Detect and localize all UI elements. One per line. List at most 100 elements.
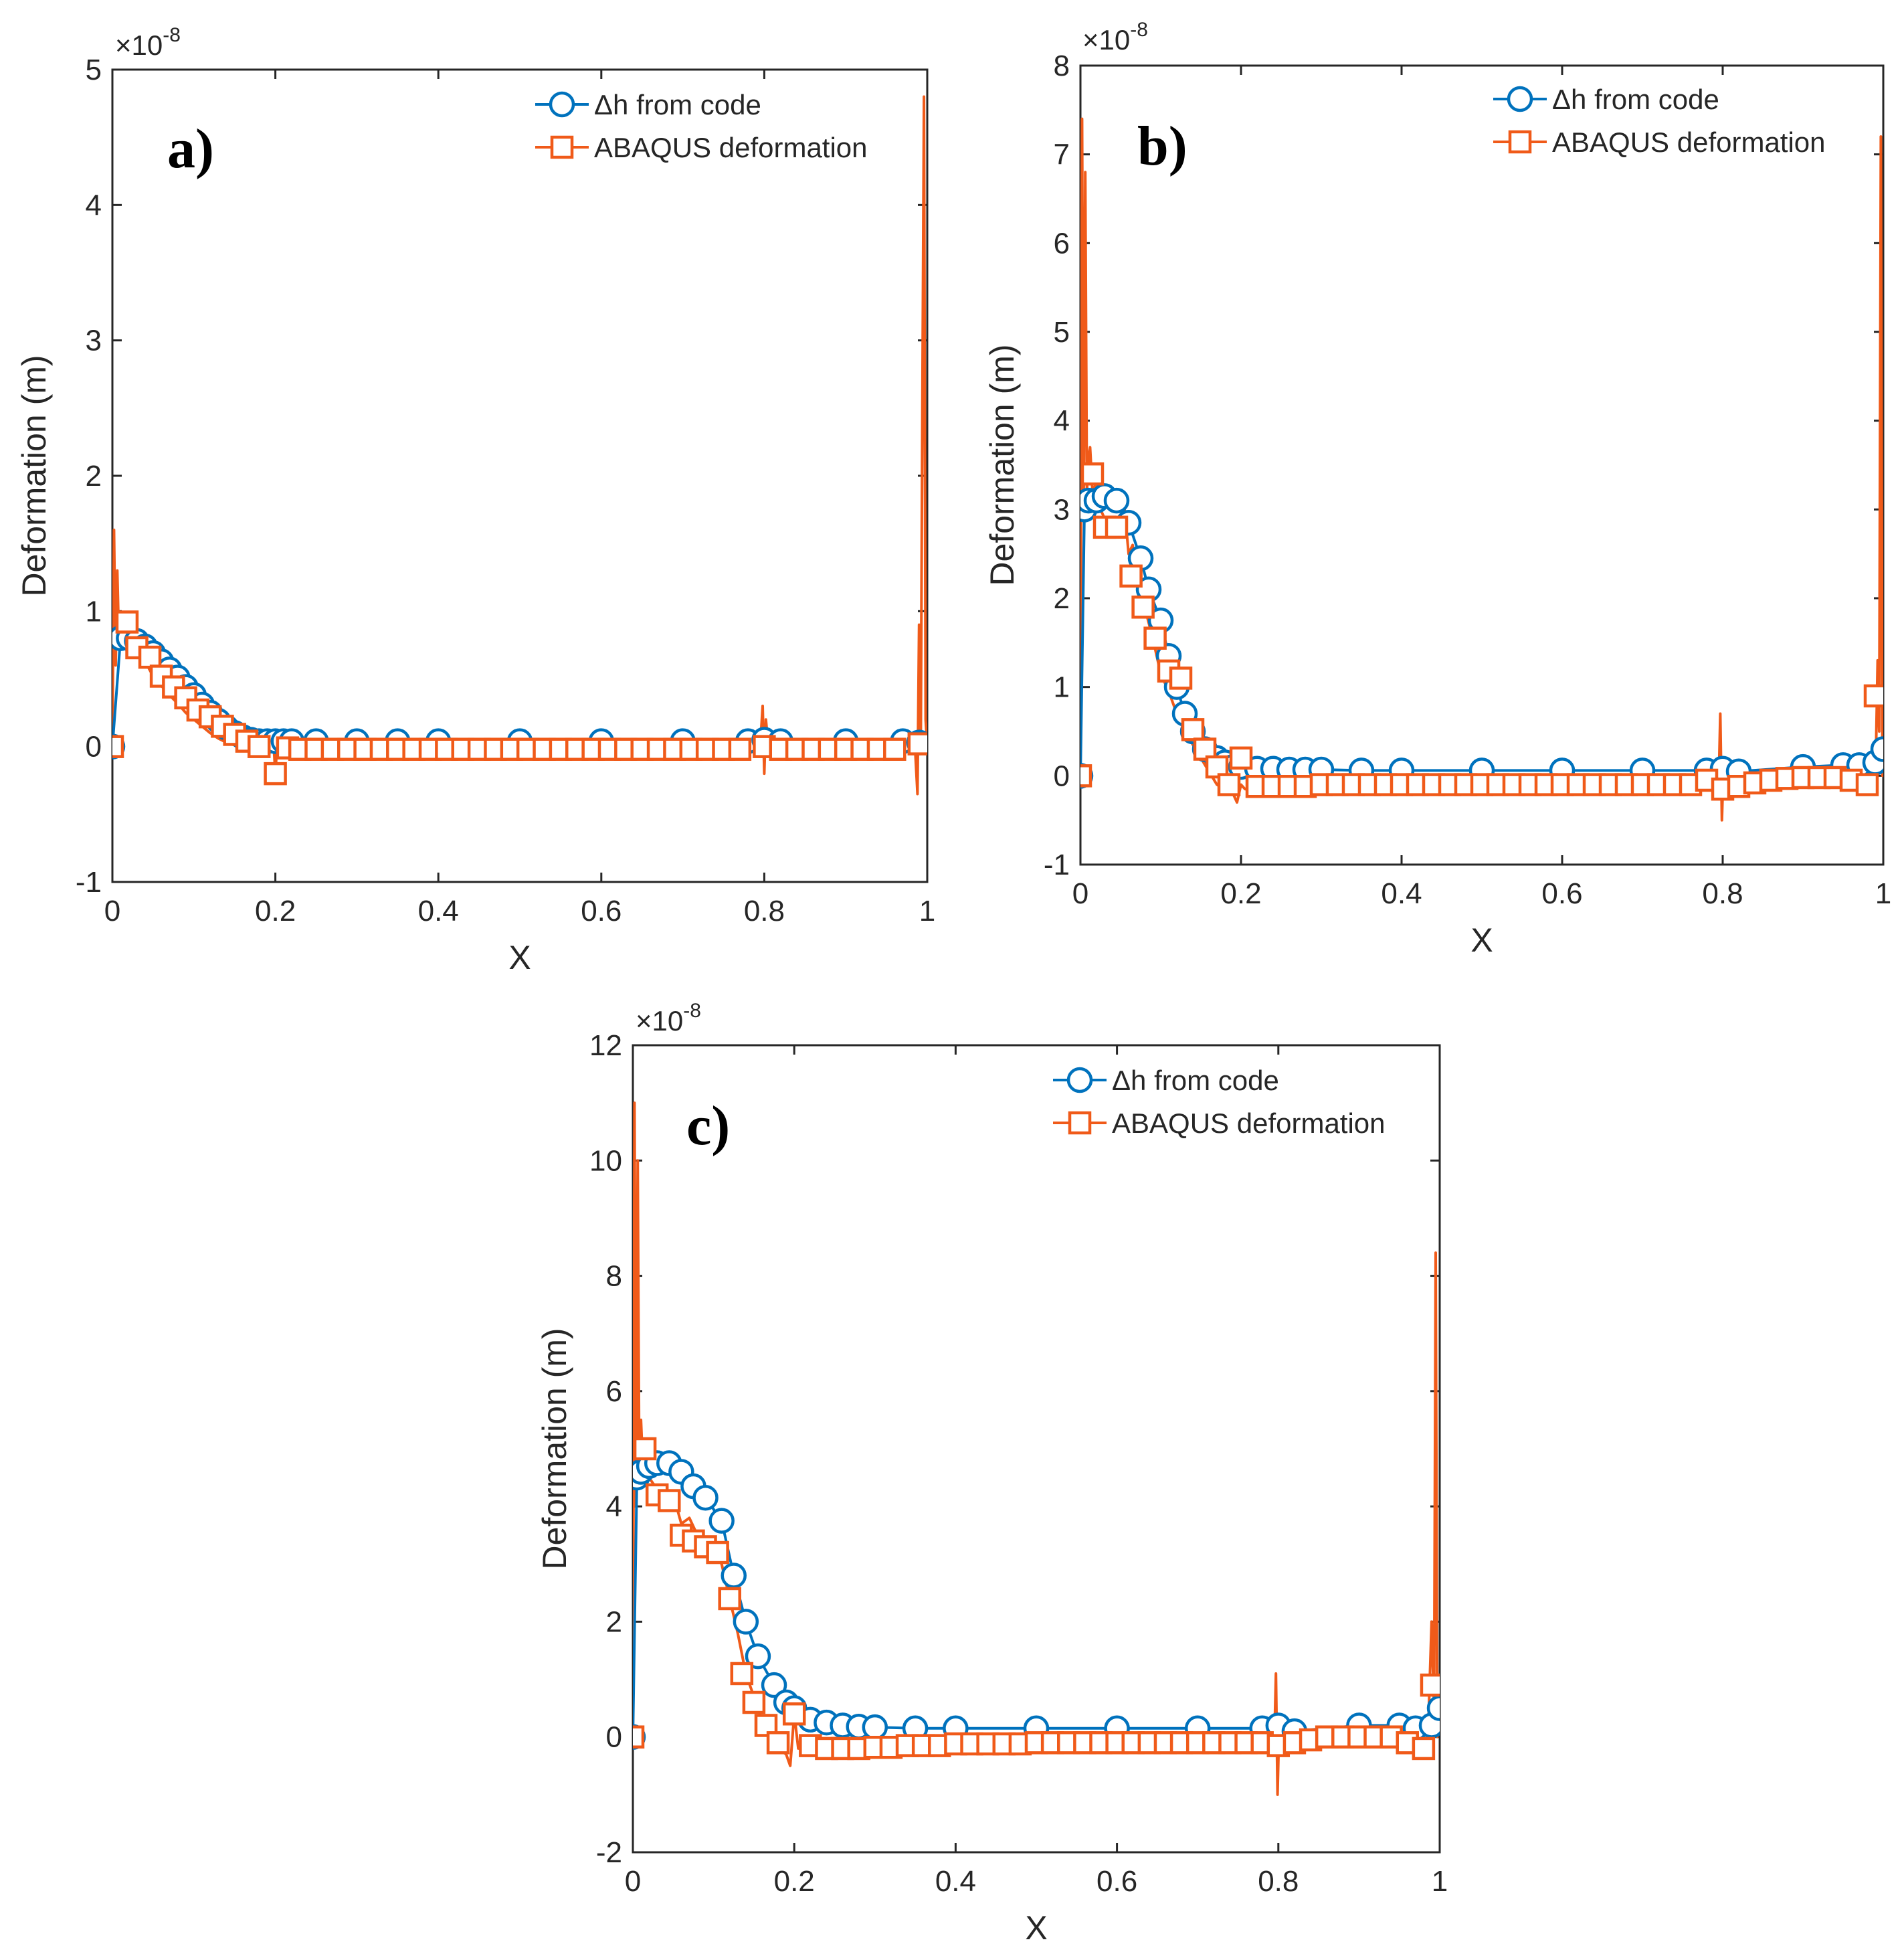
y-tick-label: 3 (86, 325, 102, 357)
data-point-abaqus (1131, 596, 1155, 619)
y-tick-label: 5 (86, 54, 102, 86)
y-tick-label: 4 (86, 189, 102, 221)
axis-multiplier-base: ×10 (1082, 24, 1130, 56)
x-tick-label: 1 (1432, 1865, 1448, 1898)
axis-multiplier-exponent: -8 (683, 1000, 701, 1022)
x-tick-label: 0 (1072, 877, 1088, 910)
y-tick-label: 8 (1054, 50, 1070, 82)
data-point-abaqus (1217, 773, 1241, 796)
x-tick-label: 0.4 (418, 895, 459, 927)
data-point-abaqus (1181, 718, 1205, 741)
x-tick-label: 0.8 (1258, 1865, 1299, 1898)
y-tick-label: -1 (76, 866, 102, 899)
data-point-abaqus (728, 737, 752, 761)
data-point-code (862, 1714, 888, 1741)
x-tick-label: 0 (625, 1865, 641, 1898)
legend-label-code: Δh from code (1112, 1065, 1279, 1096)
x-tick-label: 0.4 (1381, 877, 1422, 910)
x-tick-label: 0 (104, 895, 120, 927)
legend-swatch-abaqus-marker (1068, 1111, 1092, 1135)
y-tick-label: 3 (1054, 493, 1070, 526)
legend: Δh from code ABAQUS deformation (535, 89, 868, 163)
data-point-abaqus (1420, 1673, 1440, 1697)
data-point-abaqus (706, 1540, 729, 1565)
data-point-abaqus (1080, 764, 1092, 788)
data-point-code (745, 1643, 771, 1670)
axis-multiplier: ×10-8 (636, 1000, 701, 1037)
legend: Δh from code ABAQUS deformation (1053, 1065, 1386, 1139)
data-point-abaqus (754, 1714, 778, 1737)
data-point-abaqus (633, 1437, 657, 1461)
y-tick-label: 4 (606, 1490, 622, 1523)
legend: Δh from code ABAQUS deformation (1493, 84, 1826, 158)
data-point-code (733, 1609, 759, 1635)
data-point-abaqus (1105, 515, 1129, 539)
y-tick-label: 0 (606, 1721, 622, 1754)
x-tick-label: 1 (919, 895, 935, 927)
legend-swatch-code-marker (1507, 86, 1533, 112)
panel-label: c) (686, 1095, 730, 1157)
y-tick-label: 0 (86, 731, 102, 764)
data-point-abaqus (1229, 746, 1253, 770)
data-point-abaqus (247, 735, 271, 758)
data-point-abaqus (264, 762, 287, 786)
x-tick-label: 0.2 (1220, 877, 1261, 910)
data-point-code (692, 1484, 719, 1511)
x-axis-label: X (1025, 1909, 1047, 1947)
data-point-abaqus (633, 1725, 645, 1749)
x-tick-label: 1 (1875, 877, 1891, 910)
data-point-code (1103, 487, 1130, 514)
x-tick-label: 0.8 (744, 895, 785, 927)
y-tick-label: 2 (606, 1605, 622, 1638)
legend-label-abaqus: ABAQUS deformation (594, 132, 868, 163)
axis-multiplier-exponent: -8 (163, 24, 181, 46)
y-tick-label: 6 (1054, 227, 1070, 260)
data-point-abaqus (1080, 462, 1105, 486)
data-point-abaqus (138, 645, 162, 669)
data-point-code (761, 1672, 787, 1698)
axis-multiplier: ×10-8 (115, 24, 181, 61)
data-point-code (708, 1508, 735, 1534)
x-tick-label: 0.4 (935, 1865, 976, 1898)
y-tick-label: 10 (589, 1144, 622, 1177)
y-tick-label: 12 (589, 1029, 622, 1062)
y-axis-label: Deformation (m) (536, 1328, 573, 1569)
legend-swatch-code-marker (1066, 1067, 1093, 1093)
x-tick-label: 0.6 (1097, 1865, 1137, 1898)
axis-multiplier-base: ×10 (115, 29, 163, 61)
data-point-abaqus (883, 737, 907, 761)
legend-swatch-code-marker (549, 91, 575, 118)
data-point-abaqus (1169, 666, 1193, 690)
axis-multiplier-exponent: -8 (1130, 19, 1148, 41)
plot-area (1080, 117, 1883, 822)
y-axis-label: Deformation (m) (15, 355, 53, 596)
x-tick-label: 0.6 (1541, 877, 1582, 910)
y-tick-label: 4 (1054, 405, 1070, 438)
data-point-abaqus (1863, 684, 1883, 708)
x-tick-label: 0.6 (581, 895, 622, 927)
y-tick-label: 1 (1054, 671, 1070, 704)
legend-label-code: Δh from code (594, 89, 761, 120)
y-tick-label: 6 (606, 1375, 622, 1408)
y-tick-label: 2 (86, 460, 102, 493)
axis-multiplier-base: ×10 (636, 1005, 683, 1037)
legend-label-abaqus: ABAQUS deformation (1112, 1107, 1386, 1139)
y-tick-label: -2 (596, 1836, 622, 1869)
data-point-abaqus (1119, 564, 1143, 588)
data-point-abaqus (766, 1731, 790, 1755)
plot-area (112, 95, 927, 796)
legend-label-abaqus: ABAQUS deformation (1552, 126, 1826, 158)
data-point-code (1870, 736, 1883, 762)
panel-label: a) (167, 118, 214, 180)
data-point-abaqus (718, 1587, 741, 1611)
data-point-code (1426, 1695, 1440, 1721)
y-tick-label: 1 (86, 595, 102, 628)
y-tick-label: -1 (1044, 849, 1070, 881)
x-axis-label: X (1470, 921, 1493, 959)
legend-label-code: Δh from code (1552, 84, 1719, 115)
x-tick-label: 0.2 (774, 1865, 815, 1898)
legend-swatch-abaqus-marker (1508, 130, 1532, 154)
y-tick-label: 7 (1054, 139, 1070, 171)
